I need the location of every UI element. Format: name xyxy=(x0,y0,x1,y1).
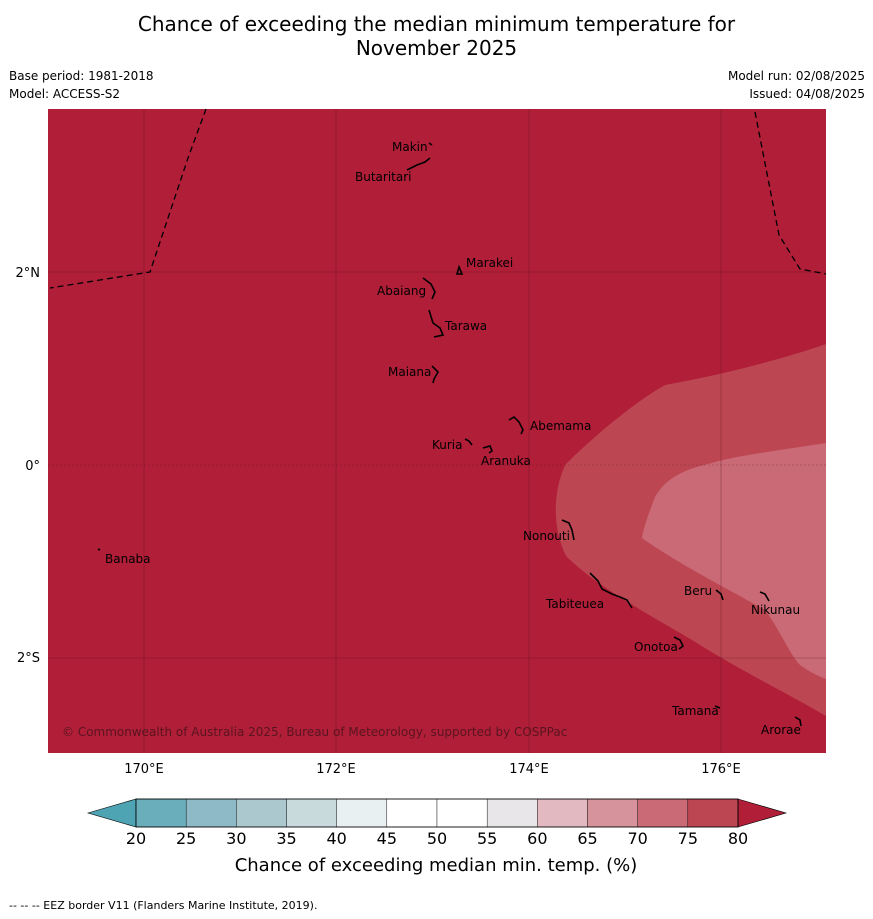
colorbar-cell xyxy=(236,798,287,828)
map-title: Chance of exceeding the median minimum t… xyxy=(0,12,873,60)
colorbar-tick-label: 65 xyxy=(577,829,597,848)
meta-left: Base period: 1981-2018 Model: ACCESS-S2 xyxy=(9,67,154,103)
meta-right: Model run: 02/08/2025 Issued: 04/08/2025 xyxy=(728,67,865,103)
label-onotoa: Onotoa xyxy=(634,640,678,654)
title-line-1: Chance of exceeding the median minimum t… xyxy=(137,12,736,36)
island-labels: Makin Butaritari Marakei Abaiang Tarawa … xyxy=(105,140,801,737)
model-run: Model run: 02/08/2025 xyxy=(727,69,865,83)
label-tarawa: Tarawa xyxy=(444,319,487,333)
island-abaiang-shape xyxy=(422,277,436,300)
colorbar-tick-label: 20 xyxy=(126,829,146,848)
island-arorae-shape xyxy=(794,716,802,727)
island-aranuka-shape xyxy=(482,445,493,454)
eez-footnote: -- -- -- EEZ border V11 (Flanders Marine… xyxy=(9,899,318,912)
colorbar-cell xyxy=(637,798,689,828)
lon-label-176e: 176°E xyxy=(701,762,741,777)
latitude-labels: 2°N 0° 2°S xyxy=(16,266,41,666)
colorbar-tick-label: 25 xyxy=(176,829,196,848)
colorbar-cell xyxy=(486,798,538,828)
map-panel: Makin Butaritari Marakei Abaiang Tarawa … xyxy=(48,108,827,753)
label-nikunau: Nikunau xyxy=(751,603,800,617)
lon-label-174e: 174°E xyxy=(509,762,549,777)
lat-label-0: 0° xyxy=(25,459,40,474)
colorbar-tick-label: 75 xyxy=(678,829,698,848)
label-butaritari: Butaritari xyxy=(355,170,412,184)
colorbar-cells xyxy=(135,798,739,828)
label-banaba: Banaba xyxy=(105,552,151,566)
model-name: Model: ACCESS-S2 xyxy=(9,87,121,101)
lon-label-172e: 172°E xyxy=(316,762,356,777)
colorbar-cell xyxy=(286,798,337,828)
label-makin: Makin xyxy=(392,140,428,154)
island-butaritari-shape xyxy=(406,157,431,171)
colorbar-tick-label: 30 xyxy=(226,829,246,848)
contour-70-75 xyxy=(642,443,826,679)
island-shapes xyxy=(97,142,802,727)
longitude-labels: 170°E 172°E 174°E 176°E xyxy=(124,762,741,777)
colorbar-cell xyxy=(185,798,237,828)
colorbar-cell xyxy=(135,798,187,828)
colorbar-over-arrow xyxy=(737,798,788,828)
island-nonouti-shape xyxy=(561,519,575,541)
island-maiana-shape xyxy=(431,365,439,384)
colorbar-tick-label: 80 xyxy=(728,829,748,848)
label-abaiang: Abaiang xyxy=(377,284,426,298)
label-abemama: Abemama xyxy=(530,419,591,433)
colorbar-tick-label: 35 xyxy=(276,829,296,848)
colorbar-tick-label: 50 xyxy=(427,829,447,848)
lat-label-2s: 2°S xyxy=(17,651,40,666)
island-tabiteuea-shape xyxy=(589,572,633,609)
island-beru-shape xyxy=(715,589,724,601)
lat-label-2n: 2°N xyxy=(16,266,41,281)
colorbar-label: Chance of exceeding median min. temp. (%… xyxy=(235,855,638,876)
colorbar-tick-label: 40 xyxy=(326,829,346,848)
label-marakei: Marakei xyxy=(466,256,513,270)
graticule xyxy=(48,109,826,753)
colorbar-tick-label: 60 xyxy=(527,829,547,848)
eez-borders xyxy=(49,108,827,289)
copyright-text: © Commonwealth of Australia 2025, Bureau… xyxy=(62,725,567,739)
island-marakei-shape xyxy=(455,264,464,275)
label-beru: Beru xyxy=(684,584,712,598)
colorbar-tick-labels: 20 25 30 35 40 45 50 55 60 65 70 75 80 xyxy=(126,829,748,848)
island-onotoa-shape xyxy=(673,636,685,650)
base-period: Base period: 1981-2018 xyxy=(9,69,154,83)
label-kuria: Kuria xyxy=(432,438,463,452)
island-makin-shape xyxy=(428,142,433,146)
island-nikunau-shape xyxy=(759,591,770,602)
eez-border-east xyxy=(754,111,827,275)
label-aranuka: Aranuka xyxy=(481,454,531,468)
island-tarawa-shape xyxy=(428,309,445,338)
colorbar-frame xyxy=(135,798,739,828)
label-tamana: Tamana xyxy=(671,704,719,718)
colorbar-cell xyxy=(687,798,739,828)
label-nonouti: Nonouti xyxy=(523,529,570,543)
label-maiana: Maiana xyxy=(388,365,431,379)
colorbar-cell xyxy=(386,798,438,828)
lon-label-170e: 170°E xyxy=(124,762,164,777)
colorbar-cell xyxy=(436,798,488,828)
island-tamana-shape xyxy=(714,705,721,709)
label-arorae: Arorae xyxy=(761,723,801,737)
colorbar-cell xyxy=(336,798,388,828)
colorbar-tick-label: 70 xyxy=(627,829,647,848)
island-abemama-shape xyxy=(508,415,524,435)
issued-date: Issued: 04/08/2025 xyxy=(749,87,865,101)
colorbar-cell xyxy=(537,798,588,828)
colorbar-tick-label: 45 xyxy=(377,829,397,848)
title-line-2: November 2025 xyxy=(355,36,518,60)
colorbar-under-arrow xyxy=(86,798,137,828)
label-tabiteuea: Tabiteuea xyxy=(545,597,604,611)
colorbar: 20 25 30 35 40 45 50 55 60 65 70 75 80 Chance of exc… xyxy=(86,798,788,876)
island-banaba-shape xyxy=(97,548,101,551)
island-kuria-shape xyxy=(464,438,473,446)
colorbar-cell xyxy=(587,798,638,828)
colorbar-tick-label: 55 xyxy=(477,829,497,848)
eez-border-west xyxy=(49,108,207,289)
